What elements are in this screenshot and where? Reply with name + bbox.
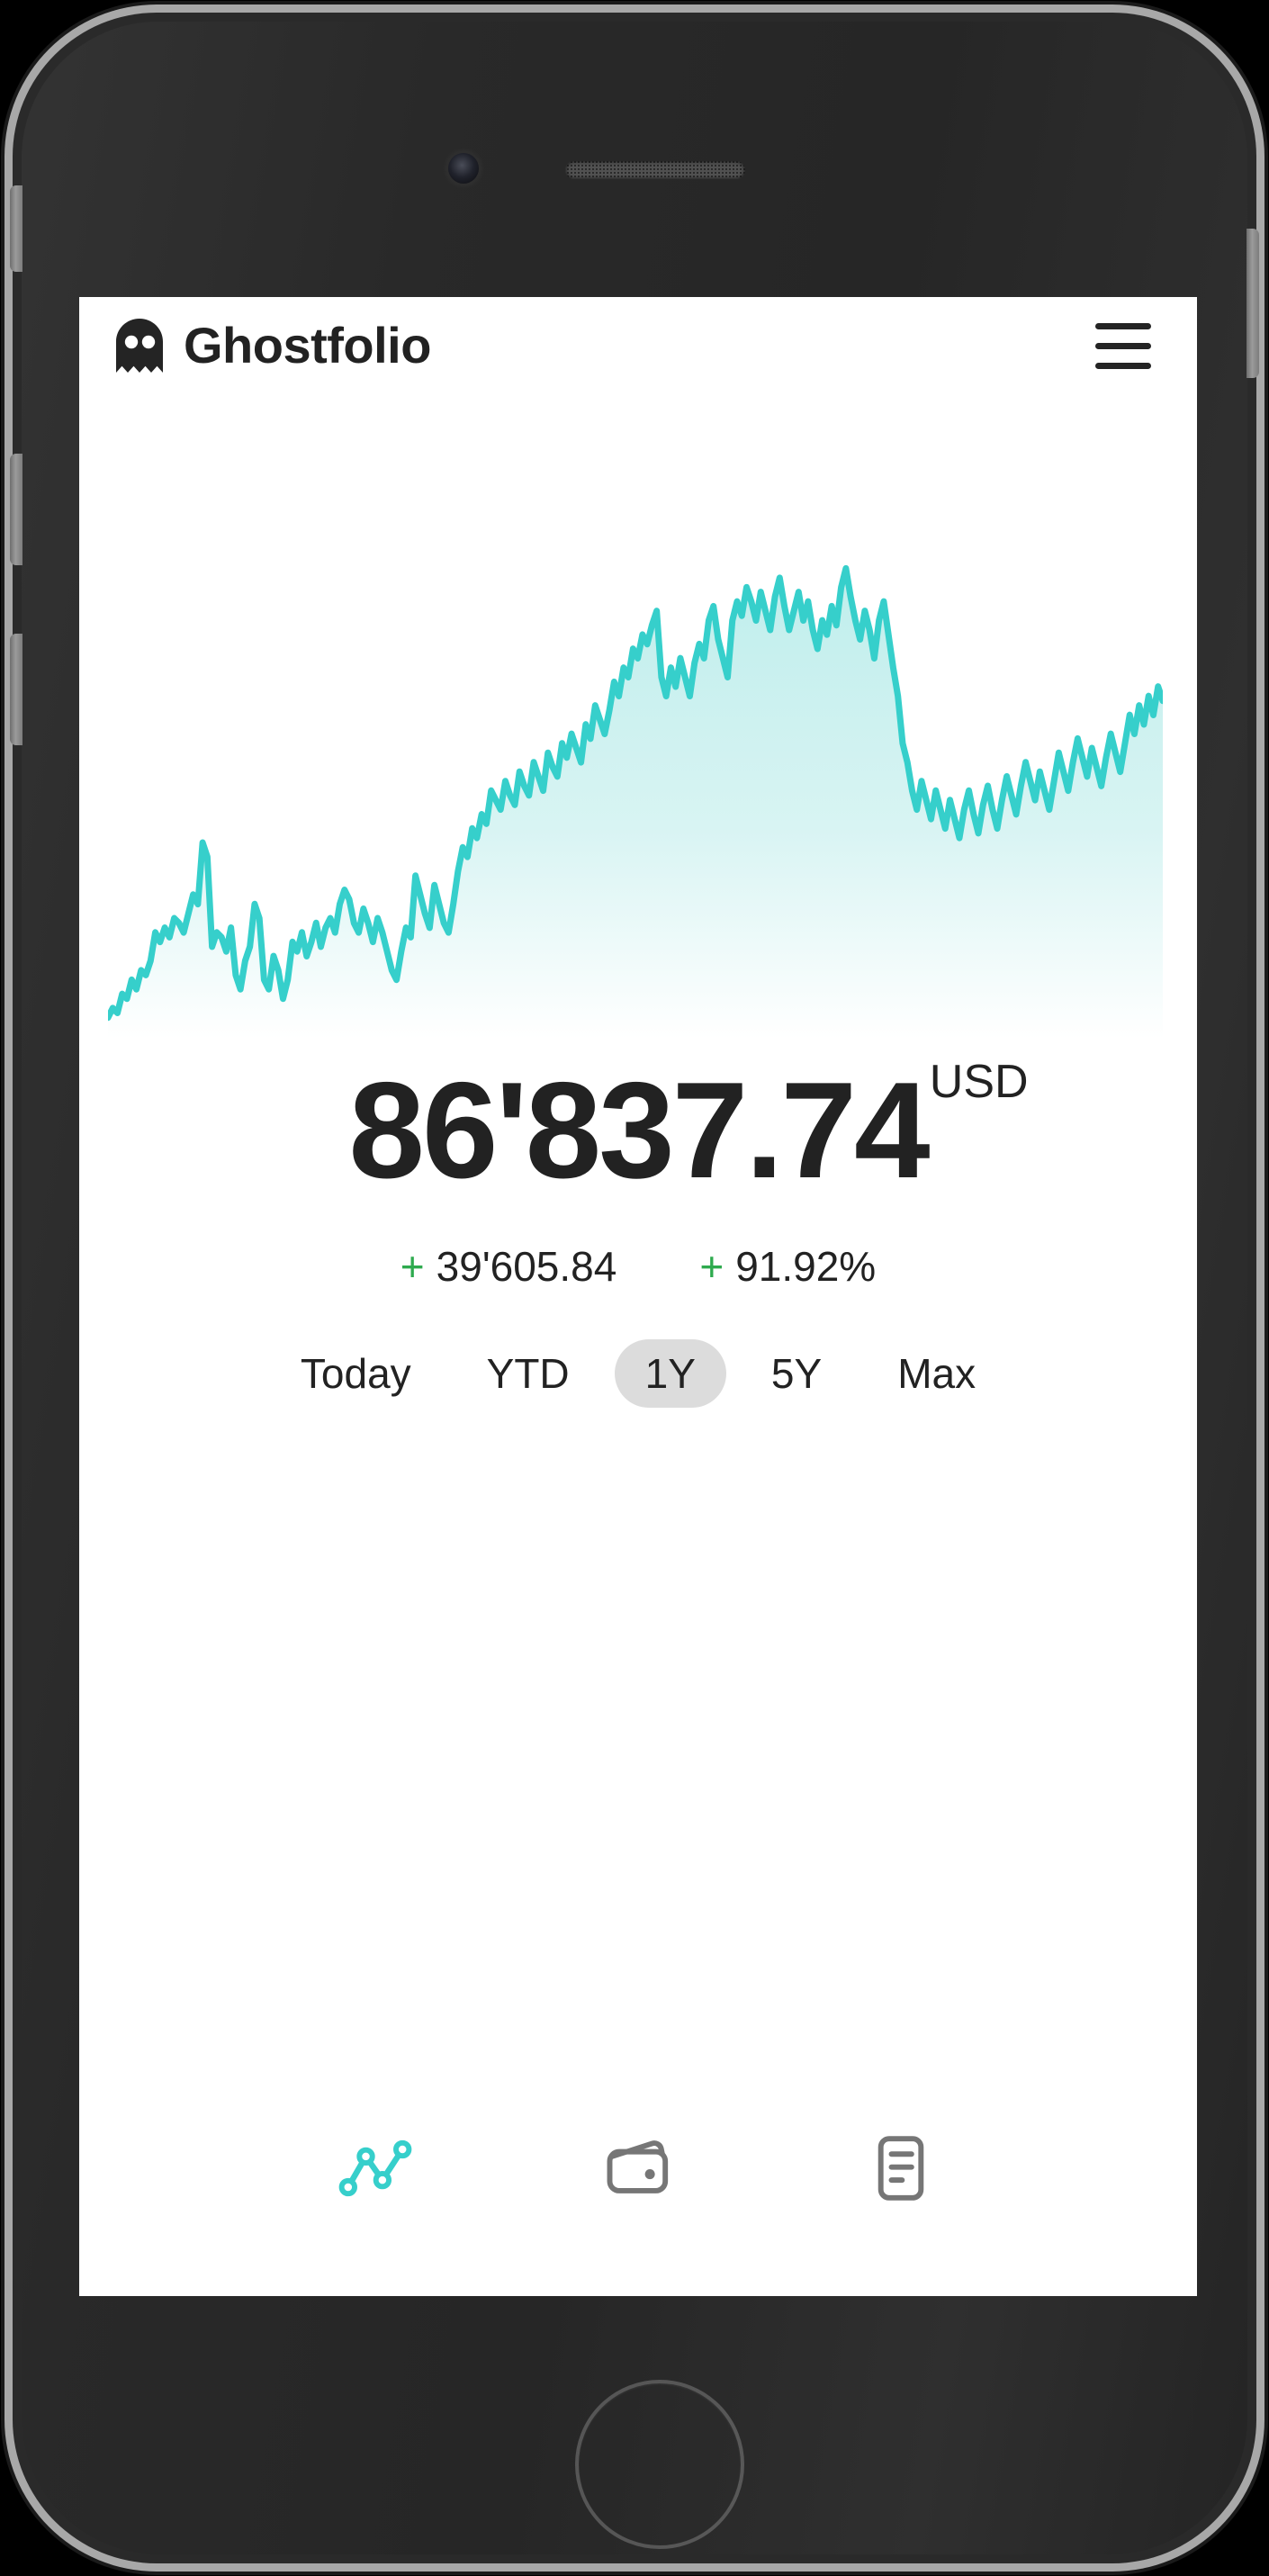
percent-change-value: 91.92% bbox=[735, 1243, 877, 1290]
chart-area-fill bbox=[108, 568, 1163, 1039]
absolute-change-value: 39'605.84 bbox=[436, 1243, 617, 1290]
range-tab-5y[interactable]: 5Y bbox=[770, 1350, 823, 1397]
chart-line bbox=[108, 564, 1163, 1022]
menu-line-3 bbox=[1095, 362, 1151, 369]
wallet-icon bbox=[607, 2140, 669, 2193]
range-tab-1y[interactable]: 1Y bbox=[614, 1339, 726, 1409]
portfolio-performance-chart[interactable] bbox=[79, 553, 1197, 1039]
brand-name: Ghostfolio bbox=[184, 317, 431, 374]
hamburger-menu-icon[interactable] bbox=[1087, 310, 1159, 382]
percent-change: + 91.92% bbox=[699, 1242, 876, 1291]
volume-down-button[interactable] bbox=[10, 634, 22, 745]
document-list-icon bbox=[878, 2136, 924, 2201]
front-camera-icon bbox=[448, 153, 479, 184]
currency-code: USD bbox=[929, 1056, 1029, 1108]
phone-screen: Ghostfolio bbox=[79, 297, 1197, 2296]
brand-logo[interactable]: Ghostfolio bbox=[113, 318, 431, 374]
earpiece-speaker-icon bbox=[565, 161, 745, 179]
date-range-tabs[interactable]: Today YTD 1Y 5Y Max bbox=[79, 1339, 1197, 1409]
portfolio-value: 86'837.74 USD bbox=[348, 1054, 1029, 1207]
volume-up-button[interactable] bbox=[10, 454, 22, 565]
range-tab-max[interactable]: Max bbox=[897, 1350, 976, 1397]
menu-line-2 bbox=[1095, 342, 1151, 349]
menu-line-1 bbox=[1095, 322, 1151, 329]
nav-item-activities[interactable] bbox=[858, 2125, 944, 2211]
app-header: Ghostfolio bbox=[79, 297, 1197, 394]
silent-switch-button[interactable] bbox=[10, 185, 22, 272]
absolute-change-sign: + bbox=[400, 1243, 425, 1290]
range-tab-ytd[interactable]: YTD bbox=[486, 1350, 570, 1397]
line-chart-icon bbox=[338, 2139, 412, 2197]
home-button[interactable] bbox=[575, 2380, 744, 2549]
absolute-change: + 39'605.84 bbox=[400, 1242, 617, 1291]
phone-body: Ghostfolio bbox=[10, 22, 1259, 2554]
nav-item-overview[interactable] bbox=[332, 2125, 418, 2211]
portfolio-value-block: 86'837.74 USD bbox=[79, 1054, 1197, 1207]
main-content: 86'837.74 USD + 39'605.84 + 91.92% Today bbox=[79, 394, 1197, 2296]
chart-canvas bbox=[108, 564, 1163, 1039]
portfolio-change-row: + 39'605.84 + 91.92% bbox=[79, 1242, 1197, 1291]
percent-change-sign: + bbox=[699, 1243, 724, 1290]
ghost-icon bbox=[116, 319, 163, 373]
nav-item-portfolio[interactable] bbox=[595, 2125, 681, 2211]
bottom-navigation bbox=[79, 2125, 1197, 2211]
phone-device: Ghostfolio bbox=[10, 13, 1259, 2563]
range-tab-today[interactable]: Today bbox=[300, 1350, 411, 1397]
power-button[interactable] bbox=[1246, 229, 1259, 378]
